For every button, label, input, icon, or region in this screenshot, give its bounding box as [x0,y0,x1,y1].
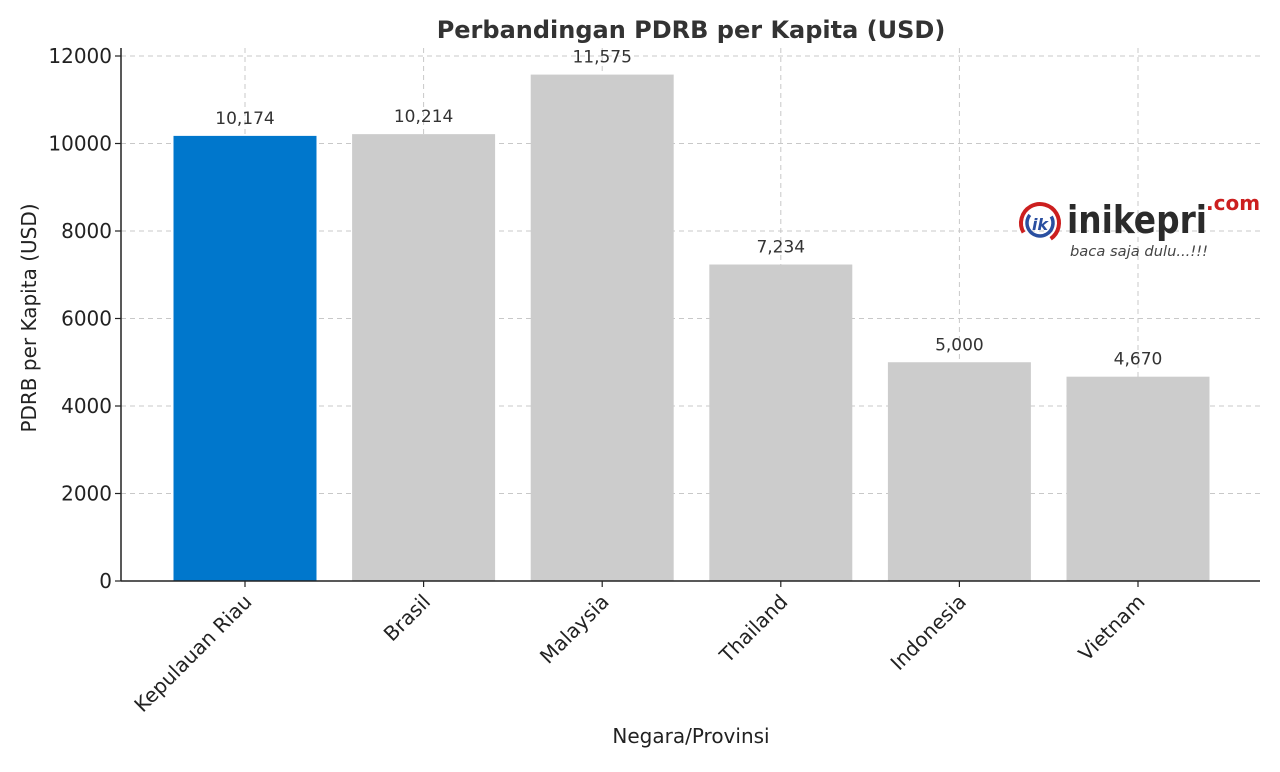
axes [120,48,1260,582]
y-tick-label: 4000 [61,394,112,418]
y-tick-label: 10000 [48,132,112,156]
logo-suffix-text: .com [1206,191,1260,215]
value-label: 7,234 [756,238,805,258]
y-axis-label: PDRB per Kapita (USD) [17,203,41,432]
bar-kepulauan-riau [173,135,317,581]
y-tick-label: 0 [99,569,112,593]
logo-tagline: baca saja dulu...!!! [1070,244,1208,260]
y-tick-label: 6000 [61,307,112,331]
y-tick-label: 2000 [61,482,112,506]
bars [173,74,1210,581]
bar-thailand [709,264,853,581]
bar-indonesia [887,362,1031,581]
x-tick-label: Indonesia [886,590,971,675]
value-label: 11,575 [572,48,631,68]
value-labels: 10,174 10,214 11,575 7,234 5,000 4,670 [215,48,1162,370]
x-tick-label: Vietnam [1074,590,1150,666]
x-tick-label: Thailand [714,590,792,668]
value-label: 10,214 [394,107,453,127]
inikepri-logo-mark: ik [1019,202,1062,244]
logo-mark-letters: ik [1032,215,1049,234]
y-tick-label: 12000 [48,44,112,68]
value-label: 4,670 [1114,350,1163,370]
logo-brand-text: inikepri [1067,198,1207,242]
chart-title: Perbandingan PDRB per Kapita (USD) [437,16,946,44]
y-tick-label: 8000 [61,219,112,243]
bar-vietnam [1066,376,1210,581]
x-tick-label: Malaysia [535,590,614,669]
bar-brasil [352,134,496,581]
x-ticks: Kepulauan Riau Brasil Malaysia Thailand Indo… [129,581,1150,717]
value-label: 5,000 [935,335,984,355]
watermark-logo: ik inikepri .com baca saja dulu...!!! [1019,191,1260,260]
bar-malaysia [530,74,674,581]
x-tick-label: Brasil [379,590,435,646]
x-tick-label: Kepulauan Riau [129,590,256,717]
value-label: 10,174 [215,109,274,129]
y-ticks: 0 2000 4000 6000 8000 10000 12000 [48,44,121,593]
x-axis-label: Negara/Provinsi [612,724,769,748]
